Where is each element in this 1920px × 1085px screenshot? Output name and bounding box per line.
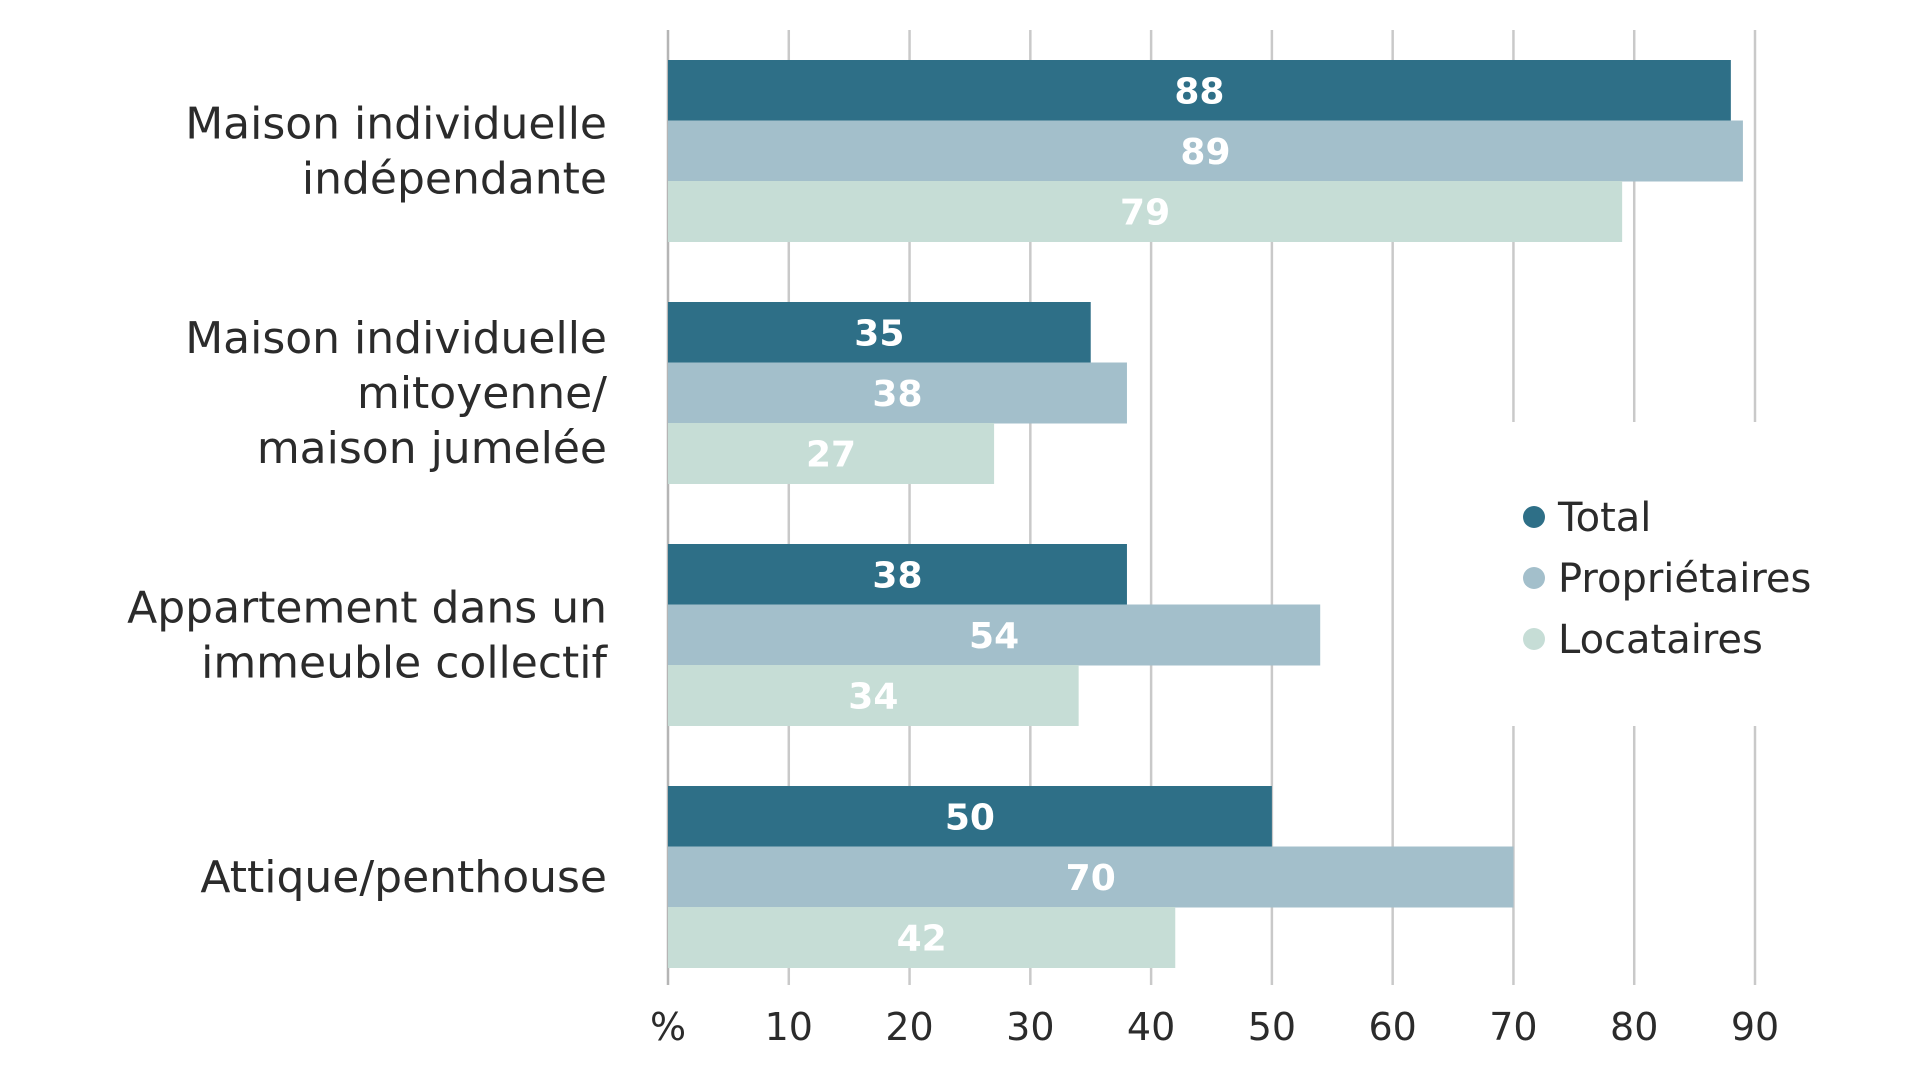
value-label: 35 [854, 313, 904, 354]
x-axis-unit-label: % [650, 1005, 686, 1049]
x-tick-label: 80 [1610, 1005, 1658, 1049]
value-label: 88 [1174, 71, 1224, 112]
bars [668, 60, 1743, 968]
legend: Total Propriétaires Locataires [1523, 495, 1811, 663]
category-label: Maison individuelle [185, 313, 607, 364]
x-tick-label: 90 [1731, 1005, 1779, 1049]
category-label: Appartement dans un [127, 582, 607, 633]
value-label: 50 [945, 797, 995, 838]
value-label: 70 [1066, 858, 1116, 899]
x-tick-label: 20 [885, 1005, 933, 1049]
value-label: 42 [897, 918, 947, 959]
bar-locataires-1 [668, 423, 995, 484]
legend-marker-locataires [1523, 628, 1545, 650]
value-label: 34 [848, 676, 898, 717]
category-label: immeuble collectif [201, 637, 608, 688]
value-label: 89 [1180, 132, 1230, 173]
bar-propritaires-2 [668, 604, 1321, 666]
value-labels: 88 35 38 50 89 38 54 70 79 27 34 42 [806, 71, 1231, 959]
bar-total-1 [668, 302, 1091, 363]
legend-label: Propriétaires [1558, 556, 1811, 602]
x-tick-label: 60 [1368, 1005, 1416, 1049]
value-label: 79 [1120, 192, 1170, 233]
bar-locataires-0 [668, 181, 1623, 242]
x-axis-ticks: % 10 20 30 40 50 60 70 80 90 [650, 1005, 1779, 1049]
value-label: 38 [872, 374, 922, 415]
bar-propritaires-3 [668, 846, 1514, 908]
legend-marker-propritaires [1523, 567, 1545, 589]
x-tick-label: 30 [1006, 1005, 1054, 1049]
x-tick-label: 70 [1489, 1005, 1537, 1049]
bar-total-2 [668, 544, 1127, 605]
bar-total-3 [668, 786, 1272, 847]
category-label: Attique/penthouse [200, 852, 607, 903]
bar-propritaires-1 [668, 362, 1127, 424]
category-label: Maison individuelle [185, 98, 607, 149]
value-label: 38 [872, 555, 922, 596]
value-label: 54 [969, 616, 1019, 657]
legend-label: Total [1557, 495, 1651, 541]
bar-locataires-3 [668, 907, 1176, 968]
category-label: indépendante [302, 153, 607, 204]
category-label: maison jumelée [257, 423, 607, 474]
category-label: mitoyenne/ [357, 368, 607, 419]
legend-label: Locataires [1558, 617, 1763, 663]
bar-propritaires-0 [668, 120, 1743, 182]
x-tick-label: 40 [1127, 1005, 1175, 1049]
x-tick-label: 50 [1248, 1005, 1296, 1049]
bar-total-0 [668, 60, 1731, 121]
legend-marker-total [1523, 506, 1545, 528]
bar-locataires-2 [668, 665, 1079, 726]
value-label: 27 [806, 434, 856, 475]
x-tick-label: 10 [765, 1005, 813, 1049]
